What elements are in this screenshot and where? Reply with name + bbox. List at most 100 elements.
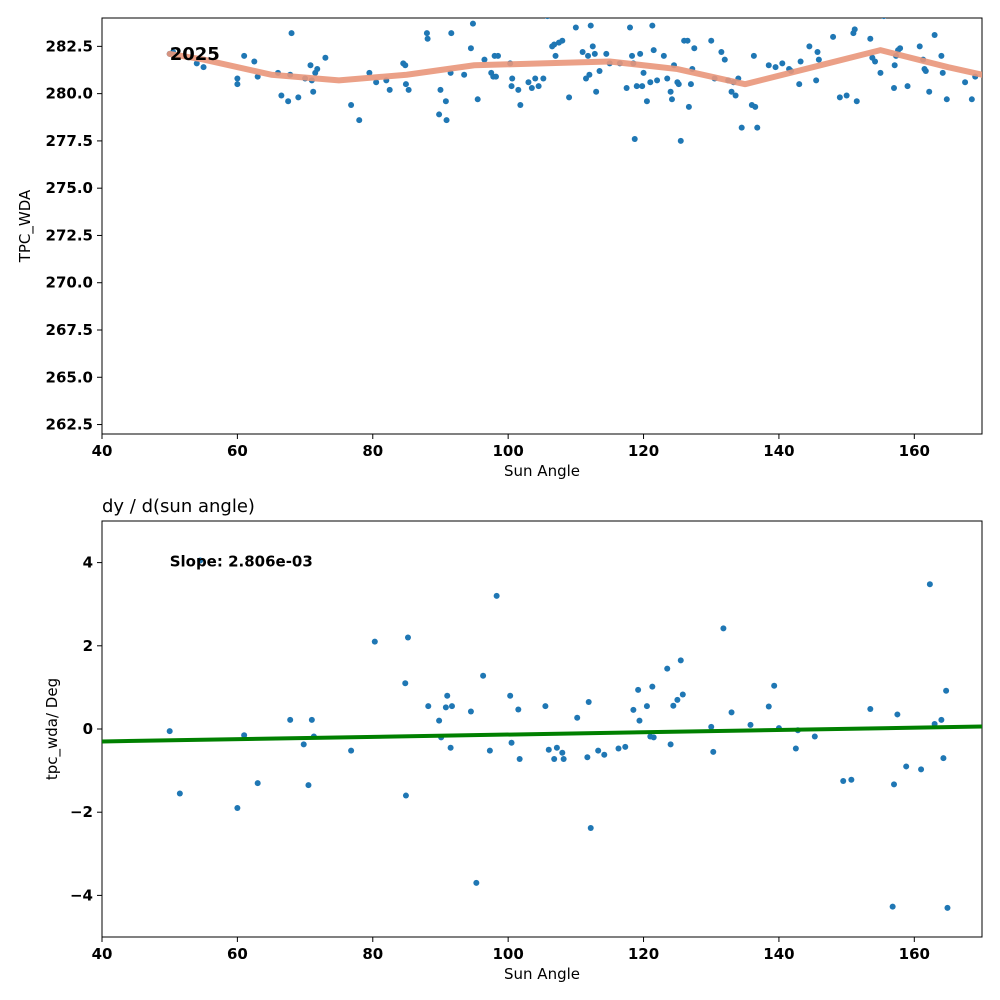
y-tick-label: 4 [83, 554, 93, 572]
data-point [601, 751, 608, 758]
data-point [310, 88, 317, 95]
data-point [474, 96, 481, 103]
data-point [516, 755, 523, 762]
data-point [664, 75, 671, 82]
y-tick-label: 270.0 [46, 274, 93, 292]
top-scatter-points [166, 18, 979, 144]
data-point [566, 94, 573, 101]
data-point [579, 49, 586, 56]
data-point [508, 739, 515, 746]
data-point [591, 50, 598, 57]
data-point [765, 703, 772, 710]
data-point [636, 717, 643, 724]
data-point [371, 638, 378, 645]
data-point [643, 98, 650, 105]
bottom-x-axis-label: Sun Angle [504, 965, 580, 983]
top-y-ticks: 262.5 265.0 267.5 270.0 272.5 275.0 277.5 280.0… [46, 37, 102, 434]
data-point [515, 86, 522, 93]
bottom-chart: −4 −2 0 2 4 40 60 80 100 120 140 160 dy / d(sun an… [43, 496, 983, 983]
slope-annotation: Slope: 2.806e-03 [170, 553, 313, 571]
data-point [366, 69, 373, 76]
y-tick-label: 275.0 [46, 179, 93, 197]
data-point [572, 24, 579, 31]
data-point [593, 88, 600, 95]
data-point [728, 709, 735, 716]
top-x-axis-label: Sun Angle [504, 462, 580, 480]
data-point [754, 124, 761, 131]
data-point [627, 24, 633, 31]
data-point [943, 96, 950, 103]
data-point [486, 747, 493, 754]
data-point [931, 32, 938, 39]
data-point [779, 60, 786, 67]
x-tick-label: 120 [628, 945, 659, 963]
data-point [679, 691, 686, 698]
data-point [314, 66, 321, 73]
data-point [176, 790, 183, 797]
data-point [373, 79, 380, 86]
data-point [586, 71, 593, 78]
data-point [603, 50, 610, 57]
data-point [940, 755, 947, 762]
data-point [425, 703, 432, 710]
data-point [708, 37, 715, 44]
data-point [814, 49, 821, 56]
data-point [867, 706, 874, 713]
top-x-ticks: 40 60 80 100 120 140 160 [92, 434, 930, 460]
data-point [889, 903, 896, 910]
data-point [633, 83, 640, 90]
bottom-x-ticks: 40 60 80 100 120 140 160 [92, 937, 930, 963]
data-point [278, 92, 285, 99]
top-plot-frame [101, 17, 983, 435]
data-point [635, 686, 642, 693]
data-point [517, 101, 524, 108]
data-point [540, 75, 547, 82]
data-point [796, 81, 803, 88]
data-point [193, 60, 200, 67]
data-point [962, 79, 969, 86]
data-point [684, 37, 691, 44]
data-point [815, 56, 822, 63]
data-point [631, 136, 638, 143]
data-point [288, 30, 295, 37]
data-point [447, 744, 454, 751]
x-tick-label: 40 [92, 945, 113, 963]
data-point [674, 696, 681, 703]
data-point [402, 62, 409, 69]
data-point [461, 71, 468, 78]
data-point [797, 58, 804, 65]
data-point [943, 687, 950, 694]
data-point [685, 103, 692, 110]
data-point [836, 94, 843, 101]
data-point [939, 69, 946, 76]
data-point [840, 778, 847, 784]
data-point [507, 692, 514, 699]
data-point [843, 92, 850, 99]
data-point [851, 26, 858, 33]
data-point [650, 47, 657, 54]
x-tick-label: 60 [227, 945, 248, 963]
data-point [589, 43, 596, 50]
data-point [938, 716, 945, 723]
data-point [356, 117, 363, 124]
data-point [197, 557, 204, 564]
data-point [542, 703, 549, 710]
data-point [551, 755, 558, 762]
data-point [559, 37, 566, 44]
data-point [423, 30, 430, 37]
data-point [926, 88, 933, 95]
x-tick-label: 140 [763, 945, 794, 963]
data-point [944, 904, 951, 911]
data-point [444, 692, 451, 699]
data-point [639, 83, 646, 90]
data-point [509, 75, 516, 82]
data-point [596, 67, 603, 74]
data-point [295, 94, 302, 101]
data-point [467, 45, 474, 52]
x-tick-label: 80 [362, 442, 383, 460]
data-point [495, 52, 501, 59]
data-point [307, 62, 314, 69]
data-point [545, 746, 552, 753]
data-point [574, 714, 581, 721]
